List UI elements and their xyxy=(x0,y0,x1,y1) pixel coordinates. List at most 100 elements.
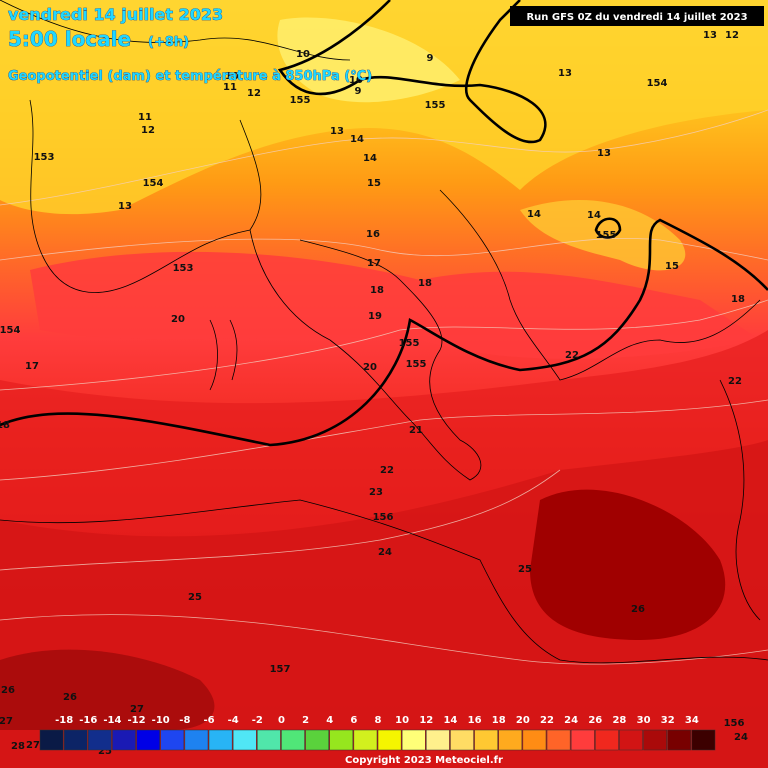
coastline xyxy=(209,319,238,391)
legend-label: -2 xyxy=(252,715,263,726)
legend-label: 2 xyxy=(302,715,309,726)
legend-label: 6 xyxy=(350,715,357,726)
coastline xyxy=(249,229,482,481)
legend-swatch xyxy=(643,729,667,751)
contour-label: 18 xyxy=(418,278,432,289)
legend-swatch xyxy=(522,729,547,751)
legend-swatch xyxy=(353,729,378,751)
run-info: Run GFS 0Z du vendredi 14 juillet 2023 xyxy=(526,12,747,23)
contour-label: 15 xyxy=(367,178,381,189)
contour-label: 154 xyxy=(0,325,20,336)
coastline xyxy=(439,189,761,381)
contour-label: 23 xyxy=(369,487,383,498)
color-legend: -18 -16 -14 -12 -10 -8 -6 -4 -2 0 2 4 6 8 10 12 14 16 18 20… xyxy=(39,715,716,751)
cool-area xyxy=(520,200,686,271)
geopotential-contours xyxy=(0,0,768,447)
contour-label: 9 xyxy=(427,53,434,64)
isotherm xyxy=(0,109,768,206)
legend-label: 20 xyxy=(516,715,530,726)
legend-swatch xyxy=(595,729,619,751)
contour-label: 15 xyxy=(665,261,679,272)
legend-swatch xyxy=(63,729,88,751)
contour-label: 13 xyxy=(118,201,132,212)
contour-label: 155 xyxy=(406,359,427,370)
coastline xyxy=(0,0,351,61)
contour-label: 25 xyxy=(98,746,112,757)
legend-swatch xyxy=(498,729,523,751)
legend-swatch xyxy=(136,729,160,751)
legend-label: -10 xyxy=(152,715,170,726)
contour-label: 12 xyxy=(247,88,261,99)
legend-label: 14 xyxy=(443,715,457,726)
contour-label: 28 xyxy=(11,741,25,752)
contour-label: 24 xyxy=(378,547,392,558)
contour-label: 18 xyxy=(370,285,384,296)
contour-label: 24 xyxy=(734,732,748,743)
legend-label: 4 xyxy=(326,715,333,726)
legend-swatch xyxy=(329,729,354,751)
contour-label: 10 xyxy=(349,75,363,86)
contour-label: 9 xyxy=(355,86,362,97)
legend-swatch xyxy=(184,729,209,751)
legend-swatch xyxy=(691,729,716,751)
legend-swatch xyxy=(39,729,64,751)
legend-swatch xyxy=(112,729,136,751)
contour-label: 17 xyxy=(367,258,381,269)
legend-swatch xyxy=(667,729,692,751)
contour-label: 14 xyxy=(587,210,601,221)
local-time: 5:00 locale xyxy=(8,27,131,51)
legend-label: -12 xyxy=(128,715,146,726)
isotherm xyxy=(0,614,768,665)
legend-label: 22 xyxy=(540,715,554,726)
contour-label: 22 xyxy=(728,376,742,387)
legend-label: 16 xyxy=(468,715,482,726)
legend-swatch xyxy=(570,729,595,751)
geopotential-155 xyxy=(0,218,768,447)
contour-label: 155 xyxy=(596,230,617,241)
legend-swatch xyxy=(401,729,426,751)
legend-swatch xyxy=(619,729,643,751)
legend-label: 0 xyxy=(278,715,285,726)
contour-label: 14 xyxy=(527,209,541,220)
contour-label: 18 xyxy=(0,420,10,431)
contour-label: 13 xyxy=(558,68,572,79)
legend-swatch xyxy=(426,729,450,751)
contour-label: 156 xyxy=(724,718,745,729)
legend-label: -18 xyxy=(55,715,73,726)
contour-label: 20 xyxy=(171,314,185,325)
contour-label: 22 xyxy=(565,350,579,361)
date: vendredi 14 juillet 2023 xyxy=(8,5,223,24)
legend-swatch xyxy=(281,729,305,751)
coastline xyxy=(29,99,262,293)
isotherms xyxy=(0,109,768,665)
contour-label: 155 xyxy=(290,95,311,106)
legend-swatch xyxy=(257,729,281,751)
legend-label: 24 xyxy=(564,715,578,726)
contour-label: 19 xyxy=(368,311,382,322)
legend-swatch xyxy=(546,729,571,751)
legend-swatch xyxy=(450,729,474,751)
coastline xyxy=(0,499,768,664)
legend-label: -4 xyxy=(228,715,239,726)
contour-label: 11 xyxy=(223,82,237,93)
legend-label: -14 xyxy=(103,715,121,726)
legend-label: 10 xyxy=(395,715,409,726)
contour-label: 18 xyxy=(731,294,745,305)
contour-label: 17 xyxy=(25,361,39,372)
legend-label: 26 xyxy=(588,715,602,726)
legend-swatch xyxy=(160,729,185,751)
contour-label: 26 xyxy=(631,604,645,615)
contour-label: 22 xyxy=(380,465,394,476)
contour-label: 156 xyxy=(373,512,394,523)
contour-label: 26 xyxy=(1,685,15,696)
legend-swatch xyxy=(474,729,498,751)
contour-label: 153 xyxy=(34,152,55,163)
contour-label: 11 xyxy=(138,112,152,123)
coastline xyxy=(719,379,761,621)
contour-label: 21 xyxy=(409,425,423,436)
contour-label: 26 xyxy=(63,692,77,703)
contour-label: 27 xyxy=(130,704,144,715)
contour-label: 155 xyxy=(425,100,446,111)
legend-label: -6 xyxy=(203,715,214,726)
contour-label: 154 xyxy=(143,178,164,189)
